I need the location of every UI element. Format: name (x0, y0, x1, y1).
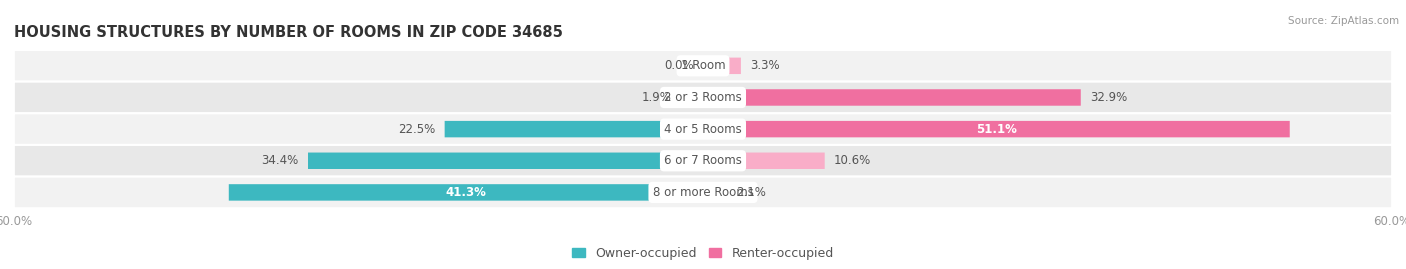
Text: 4 or 5 Rooms: 4 or 5 Rooms (664, 123, 742, 136)
Text: Source: ZipAtlas.com: Source: ZipAtlas.com (1288, 16, 1399, 26)
Text: 51.1%: 51.1% (976, 123, 1017, 136)
FancyBboxPatch shape (703, 153, 825, 169)
Text: HOUSING STRUCTURES BY NUMBER OF ROOMS IN ZIP CODE 34685: HOUSING STRUCTURES BY NUMBER OF ROOMS IN… (14, 25, 562, 40)
FancyBboxPatch shape (703, 121, 1289, 137)
FancyBboxPatch shape (229, 184, 703, 201)
FancyBboxPatch shape (14, 50, 1392, 82)
Text: 2 or 3 Rooms: 2 or 3 Rooms (664, 91, 742, 104)
Text: 1.9%: 1.9% (643, 91, 672, 104)
FancyBboxPatch shape (681, 89, 703, 106)
Text: 22.5%: 22.5% (398, 123, 436, 136)
FancyBboxPatch shape (14, 82, 1392, 113)
Text: 2.1%: 2.1% (737, 186, 766, 199)
Text: 32.9%: 32.9% (1090, 91, 1128, 104)
FancyBboxPatch shape (14, 145, 1392, 176)
FancyBboxPatch shape (703, 58, 741, 74)
FancyBboxPatch shape (14, 176, 1392, 208)
FancyBboxPatch shape (703, 184, 727, 201)
FancyBboxPatch shape (444, 121, 703, 137)
Text: 6 or 7 Rooms: 6 or 7 Rooms (664, 154, 742, 167)
FancyBboxPatch shape (703, 89, 1081, 106)
Text: 3.3%: 3.3% (749, 59, 780, 72)
Text: 8 or more Rooms: 8 or more Rooms (652, 186, 754, 199)
Legend: Owner-occupied, Renter-occupied: Owner-occupied, Renter-occupied (568, 242, 838, 265)
Text: 0.0%: 0.0% (664, 59, 693, 72)
FancyBboxPatch shape (308, 153, 703, 169)
Text: 10.6%: 10.6% (834, 154, 872, 167)
Text: 1 Room: 1 Room (681, 59, 725, 72)
Text: 41.3%: 41.3% (446, 186, 486, 199)
Text: 34.4%: 34.4% (262, 154, 299, 167)
FancyBboxPatch shape (14, 113, 1392, 145)
